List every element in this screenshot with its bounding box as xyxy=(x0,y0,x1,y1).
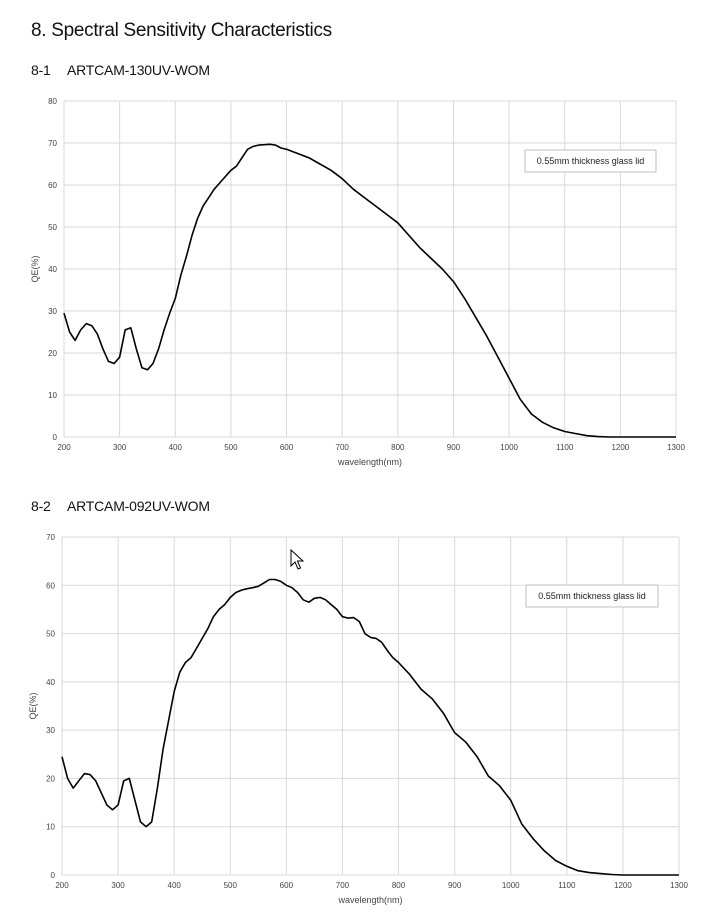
x-tick-label: 900 xyxy=(447,443,461,452)
annotation-box xyxy=(524,149,657,173)
y-tick-label: 70 xyxy=(48,139,57,148)
chart-heading-1: 8-1 ARTCAM-130UV-WOM xyxy=(31,62,210,78)
x-tick-label: 1300 xyxy=(670,881,688,890)
y-tick-label: 0 xyxy=(51,871,56,880)
spectral-chart-1: 200 300 400 500 600 700 800 900 1000 1100 1200 1300… xyxy=(30,97,685,467)
x-tick-label: 700 xyxy=(336,881,350,890)
x-tick-label: 600 xyxy=(280,881,294,890)
x-tick-label: 1300 xyxy=(667,443,685,452)
y-tick-label: 60 xyxy=(48,181,57,190)
x-tick-label: 600 xyxy=(280,443,294,452)
y-tick-label: 10 xyxy=(48,391,57,400)
x-axis-label: wavelength(nm) xyxy=(337,895,402,905)
x-tick-label: 900 xyxy=(448,881,462,890)
y-tick-label: 30 xyxy=(48,307,57,316)
y-tick-label: 30 xyxy=(46,726,55,735)
x-tick-label: 200 xyxy=(57,443,71,452)
x-tick-label: 400 xyxy=(169,443,183,452)
x-tick-label: 1100 xyxy=(556,443,574,452)
chart-heading-2: 8-2 ARTCAM-092UV-WOM xyxy=(31,498,210,514)
x-tick-label: 500 xyxy=(224,443,238,452)
x-tick-label: 800 xyxy=(392,881,406,890)
y-tick-label: 10 xyxy=(46,823,55,832)
chart-number: 8-2 xyxy=(31,498,51,514)
y-tick-label: 0 xyxy=(53,433,58,442)
spectral-chart-2: 200 300 400 500 600 700 800 900 1000 1100 1200 1300… xyxy=(28,533,688,905)
annotation-text: 0.55mm thickness glass lid xyxy=(538,591,646,601)
annotation-text: 0.55mm thickness glass lid xyxy=(537,156,645,166)
annotation-box xyxy=(525,584,659,608)
y-tick-label: 50 xyxy=(46,630,55,639)
x-tick-label: 1000 xyxy=(502,881,520,890)
y-tick-label: 40 xyxy=(48,265,57,274)
qe-curve-line xyxy=(63,143,676,438)
y-axis-label: QE(%) xyxy=(28,692,38,719)
chart-model-name: ARTCAM-130UV-WOM xyxy=(67,62,210,78)
x-tick-label: 700 xyxy=(336,443,350,452)
y-tick-label: 20 xyxy=(46,774,55,783)
x-tick-label: 200 xyxy=(55,881,69,890)
y-tick-label: 80 xyxy=(48,97,57,106)
page-title: 8. Spectral Sensitivity Characteristics xyxy=(31,20,332,41)
x-tick-label: 800 xyxy=(391,443,405,452)
x-tick-label: 1000 xyxy=(500,443,518,452)
x-tick-label: 1200 xyxy=(614,881,632,890)
y-tick-label: 70 xyxy=(46,533,55,542)
x-tick-label: 400 xyxy=(168,881,182,890)
y-tick-label: 50 xyxy=(48,223,57,232)
chart-number: 8-1 xyxy=(31,62,51,78)
x-tick-label: 300 xyxy=(113,443,127,452)
x-tick-label: 500 xyxy=(224,881,238,890)
x-tick-label: 1200 xyxy=(611,443,629,452)
chart-model-name: ARTCAM-092UV-WOM xyxy=(67,498,210,514)
x-tick-label: 300 xyxy=(111,881,125,890)
y-tick-label: 60 xyxy=(46,581,55,590)
qe-curve-line xyxy=(61,578,679,876)
mouse-pointer-icon xyxy=(290,549,305,570)
y-axis-label: QE(%) xyxy=(30,255,40,282)
y-tick-label: 20 xyxy=(48,349,57,358)
x-axis-label: wavelength(nm) xyxy=(337,457,402,467)
y-tick-label: 40 xyxy=(46,678,55,687)
x-tick-label: 1100 xyxy=(558,881,576,890)
